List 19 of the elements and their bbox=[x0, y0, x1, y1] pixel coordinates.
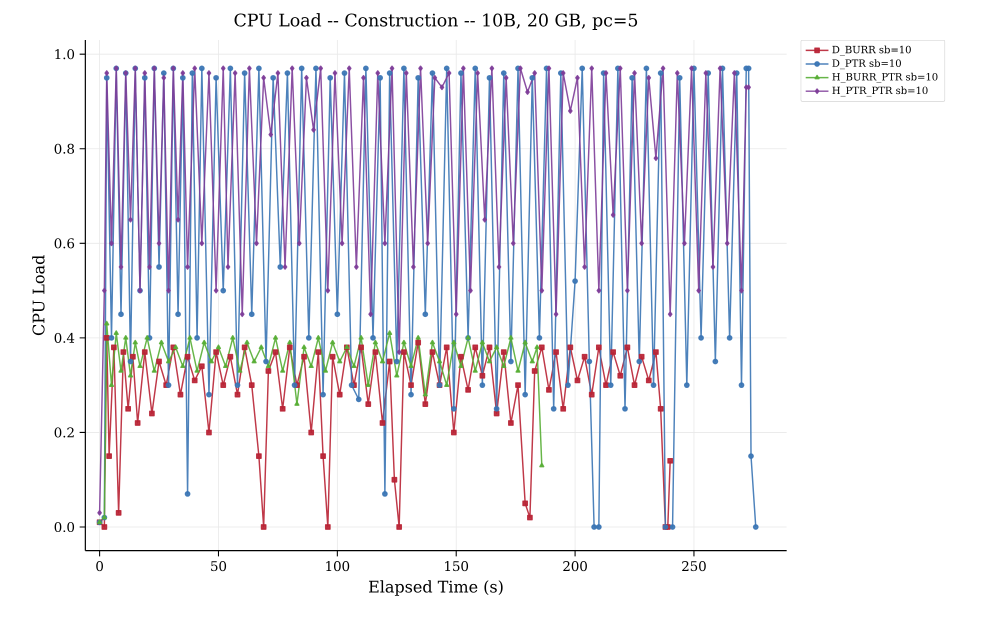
x-tick-label: 0 bbox=[96, 561, 103, 572]
y-axis-title: CPU Load bbox=[32, 255, 45, 336]
legend-label: H_BURR_PTR sb=10 bbox=[832, 72, 938, 83]
y-tick-label: 0.4 bbox=[54, 332, 74, 344]
y-tick-label: 0.6 bbox=[54, 238, 74, 249]
x-tick-label: 100 bbox=[326, 561, 350, 572]
x-tick-label: 50 bbox=[211, 561, 226, 572]
y-tick-label: 1.0 bbox=[55, 49, 74, 60]
legend-label: D_PTR sb=10 bbox=[832, 59, 901, 70]
y-tick-label: 0.8 bbox=[54, 144, 74, 154]
x-tick-label: 200 bbox=[563, 561, 587, 572]
y-tick-label: 0.2 bbox=[54, 428, 74, 438]
chart-title: CPU Load -- Construction -- 10B, 20 GB, pc=5 bbox=[234, 13, 638, 30]
x-axis-title: Elapsed Time (s) bbox=[368, 580, 503, 596]
x-tick-label: 150 bbox=[445, 561, 468, 572]
legend-label: D_BURR sb=10 bbox=[832, 46, 911, 56]
legend-label: H_PTR_PTR sb=10 bbox=[832, 86, 928, 97]
x-tick-label: 250 bbox=[682, 561, 706, 572]
y-tick-label: 0.0 bbox=[54, 522, 74, 532]
